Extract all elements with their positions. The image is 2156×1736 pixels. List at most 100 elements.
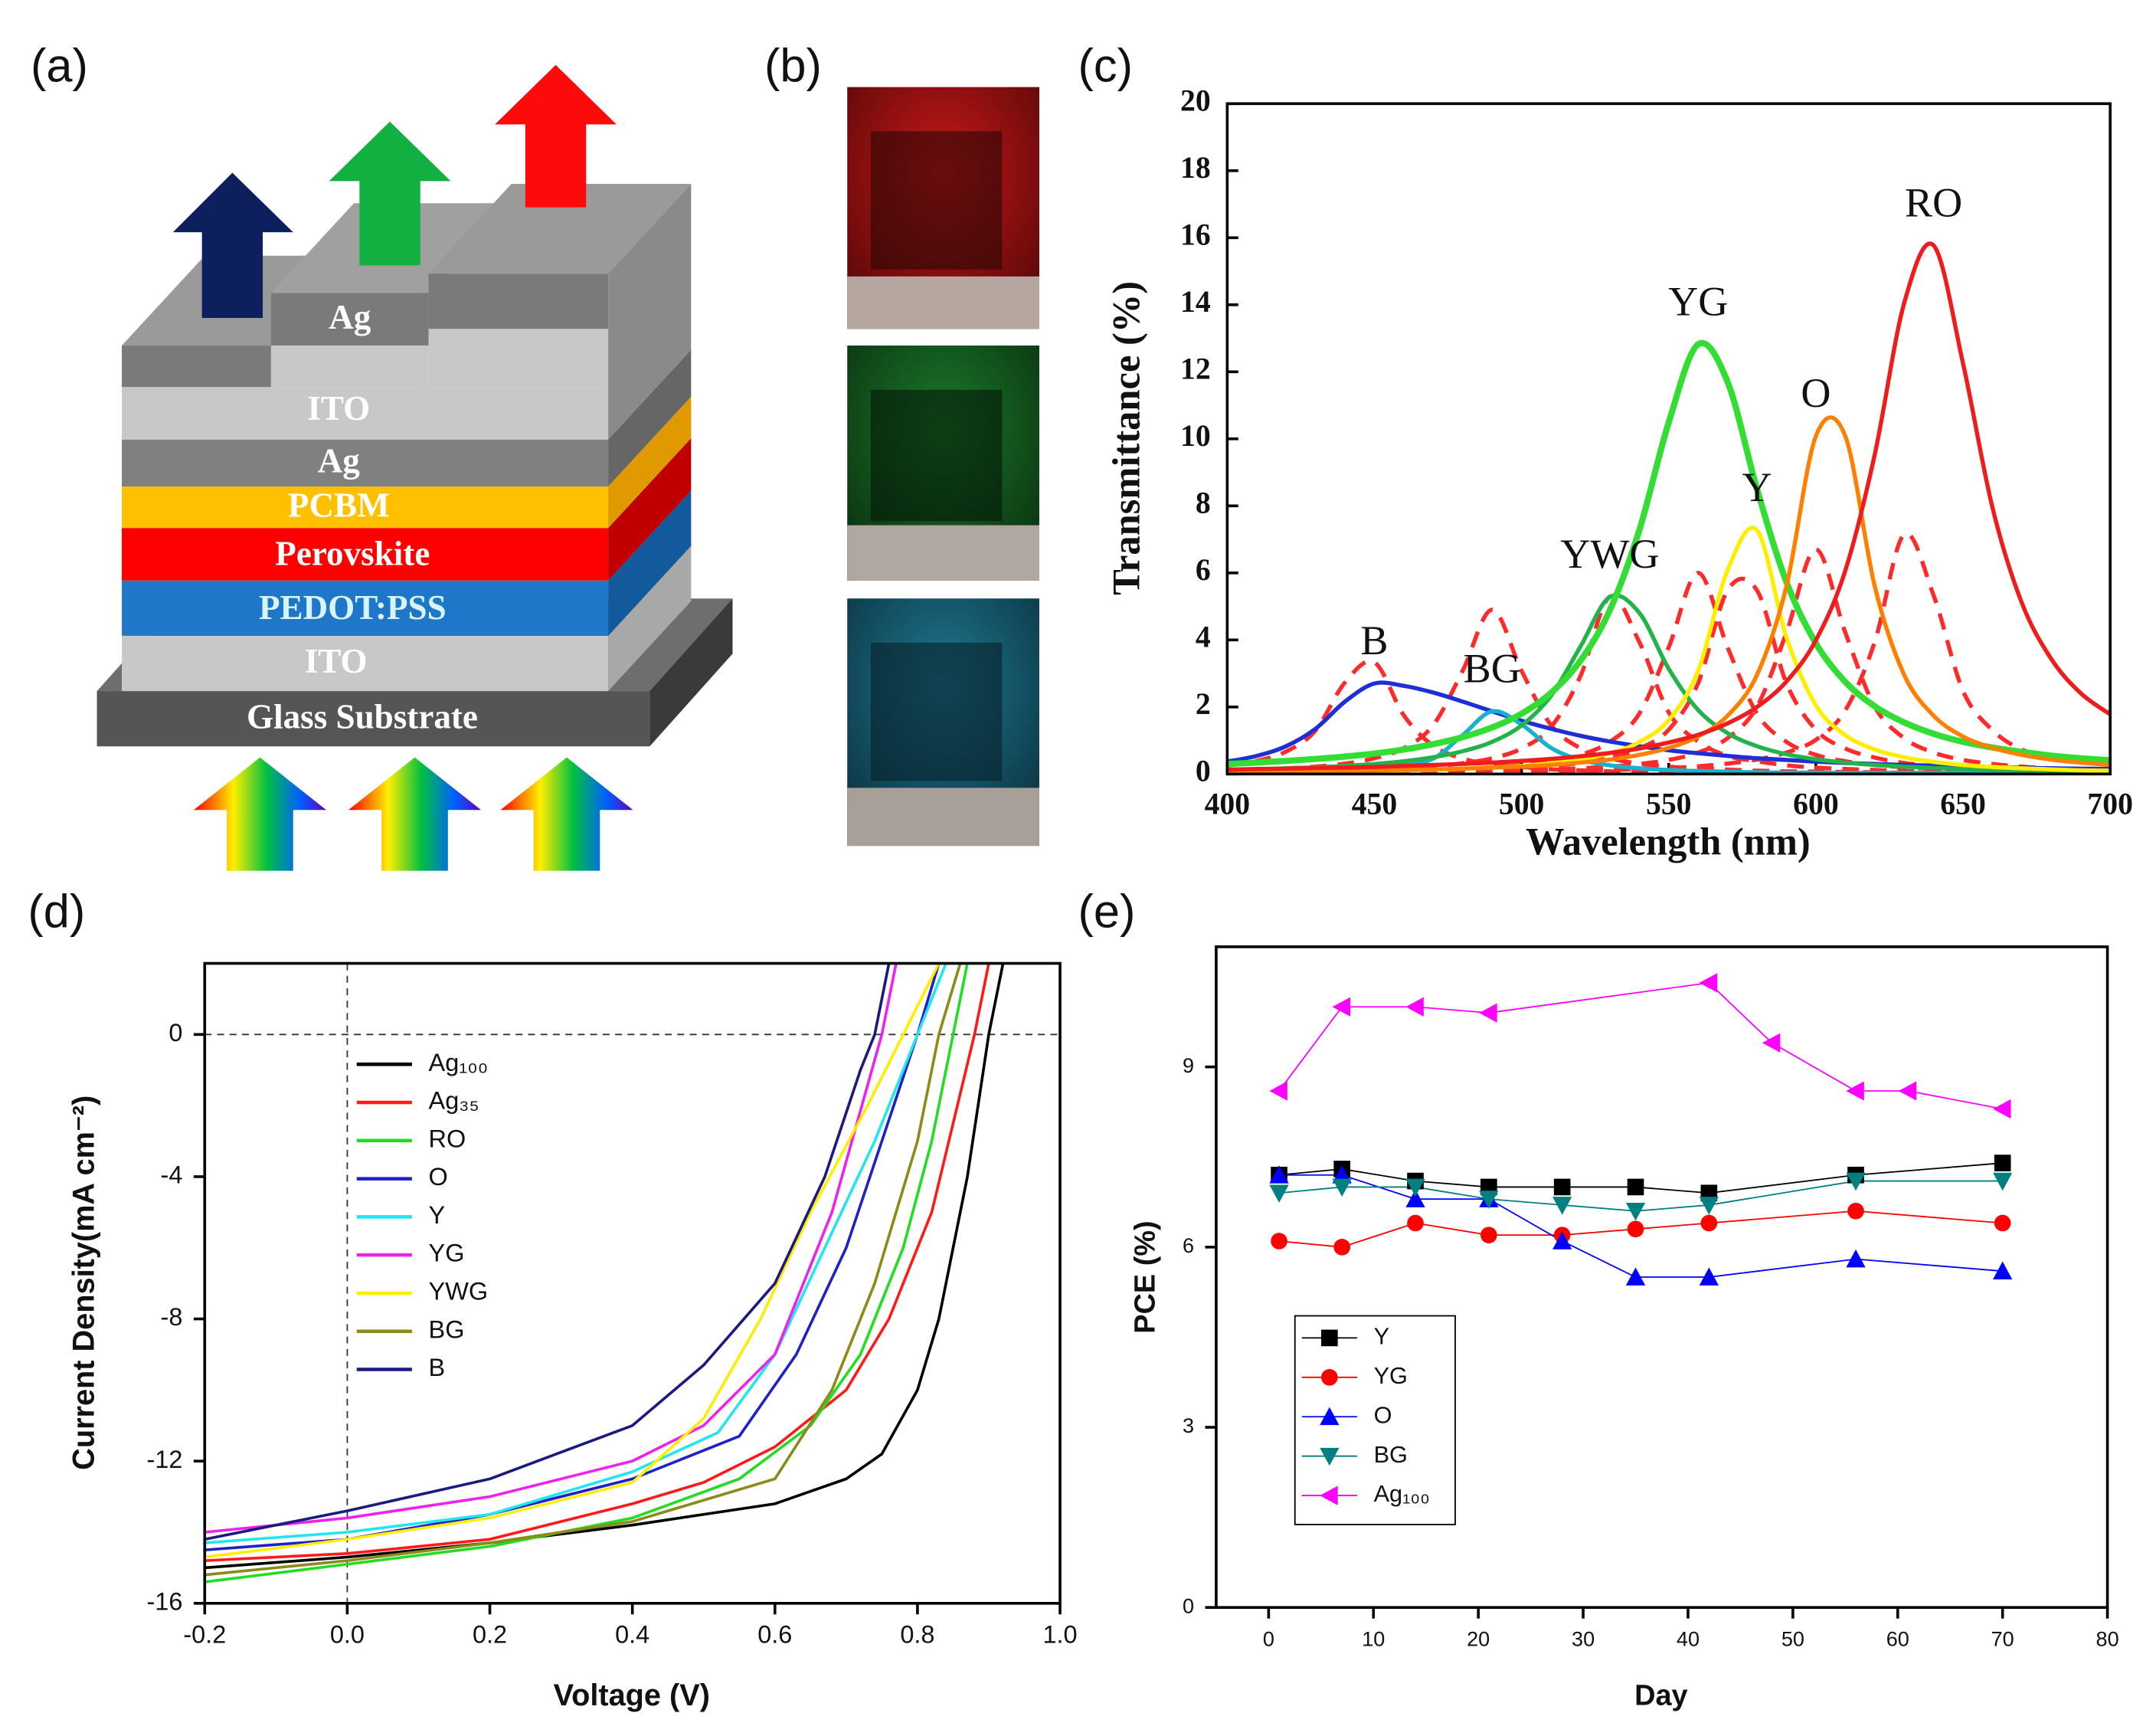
legend-box	[1294, 1315, 1456, 1525]
marker	[1321, 1329, 1338, 1347]
series-line	[204, 963, 941, 1559]
marker	[1332, 997, 1351, 1017]
y-tick-label: -8	[161, 1303, 183, 1331]
y-tick-label: 0	[1196, 754, 1211, 788]
marker	[1699, 1267, 1719, 1286]
x-tick-label: 30	[1572, 1628, 1595, 1651]
y-tick-label: 10	[1180, 419, 1211, 453]
legend-label: RO	[429, 1125, 466, 1152]
legend-label: BG	[1374, 1442, 1408, 1468]
y-axis-label: Transmittance (%)	[1105, 281, 1148, 595]
legend-label: Ag₁₀₀	[1374, 1481, 1430, 1507]
peak-label: RO	[1905, 179, 1962, 225]
x-tick-label: 1.0	[1042, 1621, 1077, 1649]
layer-label: PCBM	[288, 486, 390, 524]
marker	[1993, 1261, 2013, 1280]
marker	[1898, 1081, 1917, 1101]
legend-label: Y	[1374, 1324, 1389, 1350]
x-tick-label: -0.2	[183, 1621, 226, 1649]
layer-label: Glass Substrate	[247, 697, 478, 735]
layer-label: PEDOT:PSS	[259, 588, 447, 627]
series-line	[204, 963, 1005, 1570]
marker	[1994, 1214, 2011, 1232]
series-line	[204, 963, 898, 1534]
y-tick-label: -4	[161, 1161, 183, 1189]
peak-label: O	[1801, 370, 1830, 416]
marker	[1846, 1172, 1866, 1191]
marker	[1847, 1202, 1864, 1220]
x-tick-label: 0.2	[473, 1621, 507, 1649]
panel-label: (a)	[31, 38, 88, 91]
y-tick-label: 20	[1180, 84, 1211, 117]
marker	[1762, 1033, 1781, 1053]
peak-label: YWG	[1560, 531, 1659, 577]
peak-label: B	[1360, 617, 1388, 663]
marker	[1699, 973, 1718, 993]
marker	[1553, 1178, 1571, 1196]
peak-label: Y	[1742, 464, 1772, 510]
marker	[1333, 1239, 1351, 1256]
peak-label: YG	[1668, 278, 1728, 324]
x-tick-label: 20	[1467, 1628, 1490, 1651]
marker	[1700, 1214, 1718, 1232]
panel-label: (c)	[1078, 38, 1134, 91]
legend-label: B	[429, 1354, 446, 1381]
panel-label: (b)	[764, 38, 822, 91]
x-tick-label: 700	[2087, 788, 2133, 821]
marker	[1269, 1184, 1289, 1203]
marker	[1320, 1485, 1338, 1505]
series-line	[1227, 339, 2111, 768]
x-tick-label: 60	[1886, 1628, 1909, 1651]
marker	[1321, 1369, 1338, 1386]
marker	[1625, 1202, 1646, 1221]
marker	[1552, 1197, 1572, 1215]
series-line	[204, 963, 947, 1544]
y-tick-label: 0	[168, 1019, 182, 1047]
frame	[1215, 945, 2109, 1610]
x-tick-label: 70	[1991, 1628, 2014, 1651]
marker	[1405, 997, 1424, 1017]
y-tick-label: 4	[1196, 620, 1211, 653]
marker	[1627, 1178, 1644, 1196]
marker	[1269, 1081, 1287, 1101]
marker	[1332, 1178, 1352, 1197]
marker	[1320, 1447, 1340, 1466]
series-line	[1227, 608, 2111, 775]
legend-label: BG	[429, 1315, 465, 1343]
y-tick-label: 0	[1183, 1594, 1194, 1617]
device-diagram: Ag ITO Ag PCBM Perovskite PEDOT:PSS ITO …	[97, 64, 733, 871]
x-tick-label: 600	[1793, 788, 1839, 821]
y-tick-label: 2	[1196, 687, 1211, 721]
series-line	[1227, 241, 2111, 772]
x-tick-label: 80	[2096, 1628, 2119, 1651]
y-tick-label: 3	[1183, 1414, 1194, 1437]
marker	[1405, 1178, 1425, 1197]
y-tick-label: 14	[1180, 285, 1211, 319]
series-line	[1227, 531, 2111, 775]
x-axis-label: Day	[1634, 1679, 1687, 1711]
marker	[1320, 1407, 1340, 1426]
marker	[1269, 1165, 1289, 1184]
x-tick-label: 50	[1781, 1628, 1804, 1651]
marker	[1479, 1003, 1497, 1023]
y-tick-label: 6	[1196, 553, 1211, 587]
marker	[1407, 1214, 1424, 1232]
legend-label: Ag₃₅	[429, 1087, 479, 1115]
marker	[1993, 1172, 2013, 1191]
series-line	[204, 963, 891, 1541]
x-tick-label: 650	[1940, 788, 1986, 821]
frame	[203, 961, 1062, 1605]
y-tick-label: -16	[146, 1587, 182, 1615]
marker	[1846, 1081, 1864, 1101]
y-tick-label: 12	[1180, 352, 1211, 385]
x-tick-label: 10	[1362, 1628, 1385, 1651]
y-axis-label: PCE (%)	[1130, 1220, 1162, 1333]
x-tick-label: 40	[1677, 1628, 1700, 1651]
legend-label: YWG	[429, 1278, 489, 1305]
panel-label: (d)	[28, 885, 85, 938]
peak-label: BG	[1464, 645, 1521, 691]
x-tick-label: 450	[1352, 788, 1398, 821]
y-axis-label: Current Density(mA cm⁻²)	[67, 1096, 101, 1470]
marker	[1846, 1249, 1866, 1268]
